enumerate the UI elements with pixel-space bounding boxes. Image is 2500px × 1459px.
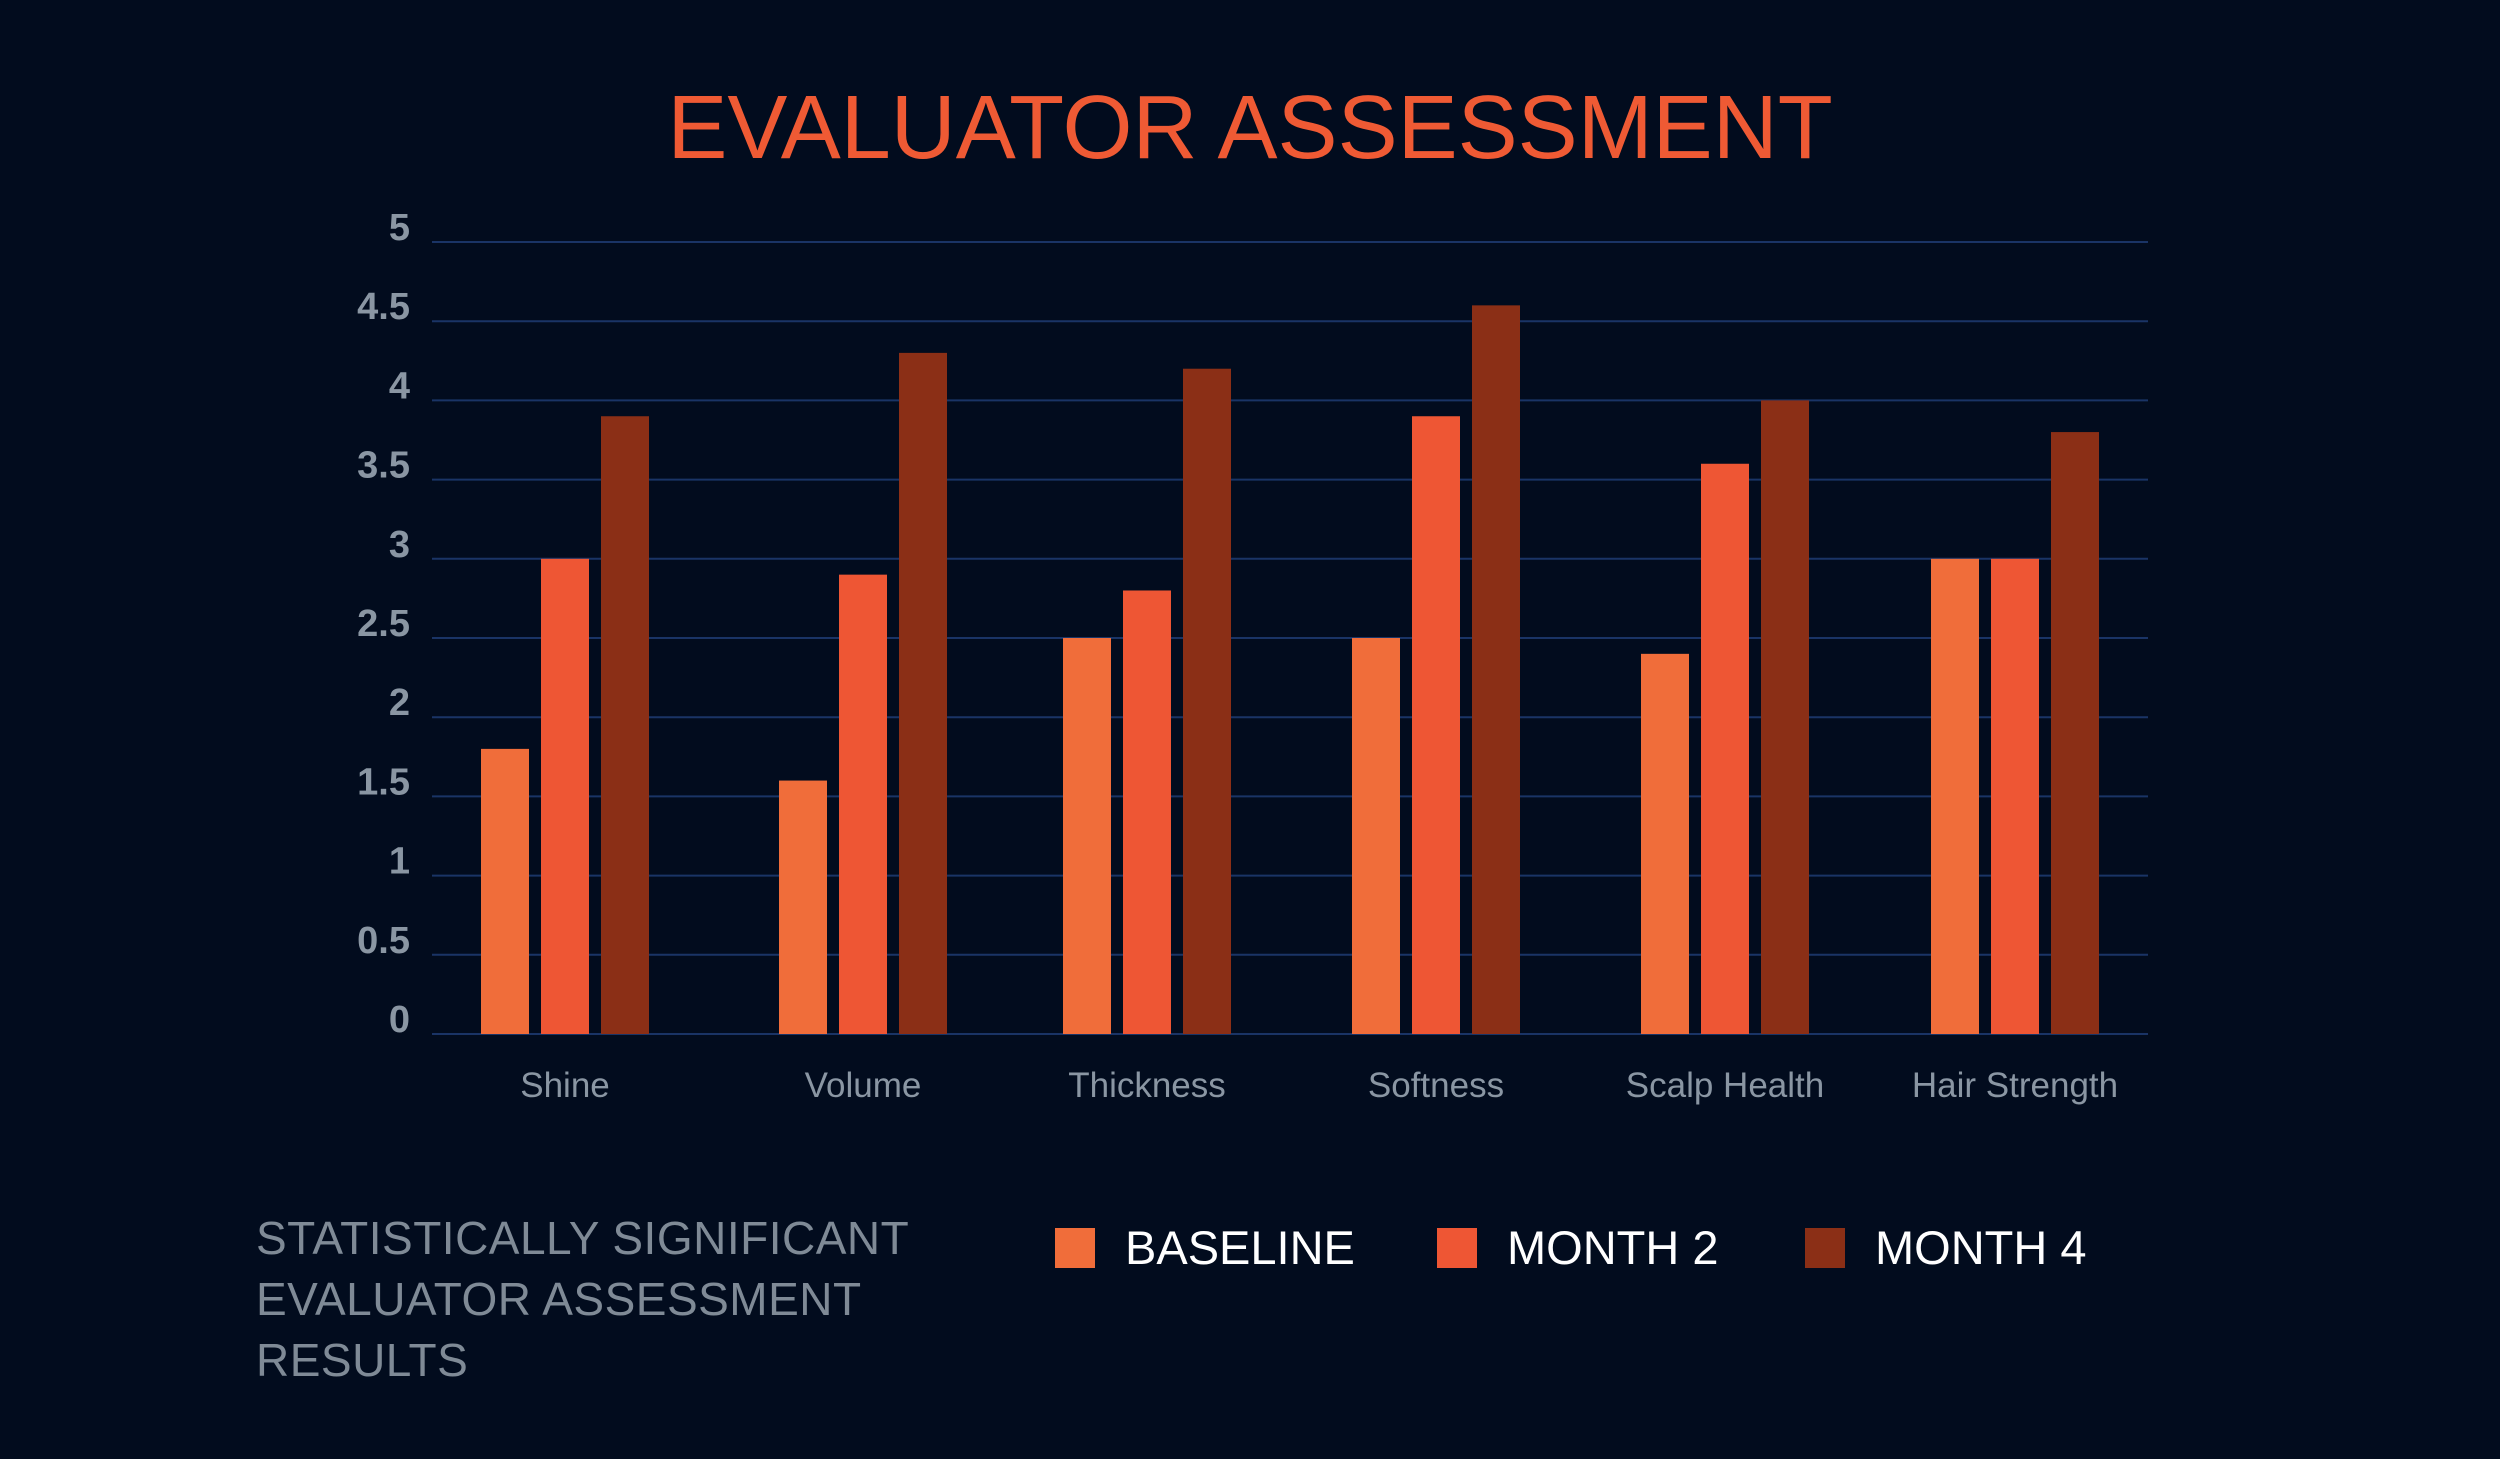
legend: BASELINE MONTH 2 MONTH 4 <box>1055 1221 2087 1274</box>
bar-month-4 <box>2051 432 2099 1035</box>
bar-baseline <box>481 748 529 1034</box>
x-category-label: Thickness <box>1068 1066 1226 1105</box>
y-tick-label: 4 <box>389 365 410 407</box>
y-tick-label: 3.5 <box>357 445 410 487</box>
y-tick-label: 4.5 <box>357 286 410 328</box>
legend-swatch <box>1805 1228 1845 1268</box>
y-tick-label: 0 <box>389 999 410 1041</box>
results-note: STATISTICALLY SIGNIFICANT EVALUATOR ASSE… <box>256 1208 956 1391</box>
bar-baseline <box>1063 638 1111 1034</box>
y-tick-label: 2.5 <box>357 603 410 645</box>
bar-month-4 <box>1472 305 1520 1034</box>
bar-month-2 <box>1991 558 2039 1034</box>
legend-swatch <box>1437 1228 1477 1268</box>
y-tick-label: 1.5 <box>357 761 410 803</box>
legend-label: BASELINE <box>1125 1221 1355 1274</box>
y-tick-label: 3 <box>389 524 410 566</box>
grid-lines <box>432 241 2148 1035</box>
chart-title: EVALUATOR ASSESSMENT <box>667 78 1832 178</box>
y-tick-label: 1 <box>389 841 410 883</box>
bar-month-2 <box>1701 463 1749 1034</box>
legend-swatch <box>1055 1228 1095 1268</box>
y-axis-ticks: 0 0.5 1 1.5 2 2.5 3 3.5 4 4.5 5 <box>357 207 410 1041</box>
x-category-label: Hair Strength <box>1912 1066 2118 1105</box>
x-category-label: Scalp Health <box>1626 1066 1824 1105</box>
y-tick-label: 2 <box>389 682 410 724</box>
bars <box>481 305 2099 1035</box>
legend-label: MONTH 2 <box>1507 1221 1719 1274</box>
bar-month-4 <box>1183 368 1231 1035</box>
results-note-line: STATISTICALLY SIGNIFICANT <box>256 1212 910 1264</box>
bar-baseline <box>1931 558 1979 1034</box>
x-category-label: Shine <box>520 1066 610 1105</box>
results-note-line: RESULTS <box>256 1334 469 1386</box>
y-tick-label: 0.5 <box>357 920 410 962</box>
bar-month-4 <box>1761 400 1809 1034</box>
bar-month-2 <box>541 558 589 1034</box>
bar-month-4 <box>601 416 649 1034</box>
y-tick-label: 5 <box>389 207 410 249</box>
legend-label: MONTH 4 <box>1875 1221 2087 1274</box>
bar-baseline <box>1641 653 1689 1034</box>
bar-month-4 <box>899 352 947 1034</box>
x-category-label: Softness <box>1368 1066 1504 1105</box>
x-axis-labels: Shine Volume Thickness Softness Scalp Health… <box>520 1066 2118 1105</box>
bar-month-2 <box>839 574 887 1034</box>
bar-baseline <box>779 780 827 1034</box>
results-note-line: EVALUATOR ASSESSMENT <box>256 1273 862 1325</box>
bar-month-2 <box>1123 590 1171 1034</box>
bar-month-2 <box>1412 416 1460 1034</box>
bar-baseline <box>1352 638 1400 1034</box>
x-category-label: Volume <box>805 1066 922 1105</box>
